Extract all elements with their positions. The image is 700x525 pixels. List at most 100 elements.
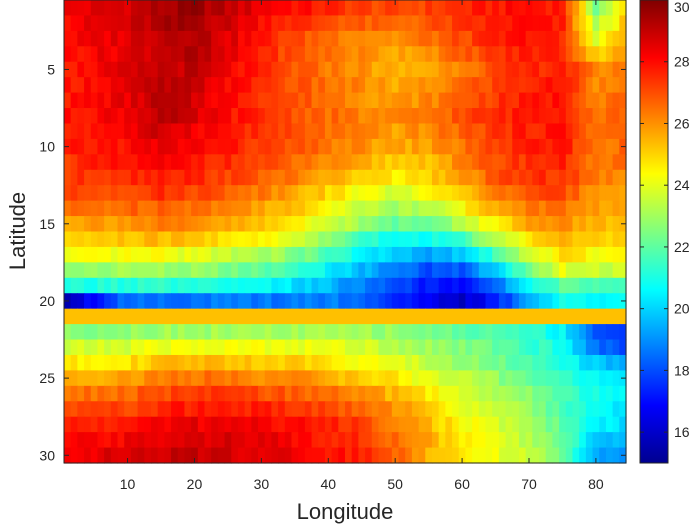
heatmap-cell — [77, 77, 85, 94]
heatmap-cell — [579, 108, 587, 125]
heatmap-cell — [431, 154, 440, 171]
heatmap-cell — [164, 401, 172, 418]
heatmap-cell — [378, 15, 386, 32]
heatmap-cell — [150, 108, 159, 125]
heatmap-cell — [579, 169, 587, 186]
heatmap-cell — [117, 123, 125, 140]
heatmap-cell — [599, 61, 607, 78]
heatmap-cell — [512, 370, 520, 387]
heatmap-cell — [505, 308, 513, 325]
heatmap-cell — [505, 154, 513, 171]
heatmap-cell — [117, 15, 125, 32]
heatmap-cell — [184, 339, 192, 356]
heatmap-cell — [278, 324, 286, 341]
heatmap-cell — [157, 370, 165, 387]
heatmap-cell — [445, 61, 453, 78]
heatmap-cell — [579, 401, 587, 418]
heatmap-cell — [532, 401, 540, 418]
heatmap-cell — [258, 416, 266, 433]
heatmap-cell — [371, 92, 380, 109]
heatmap-cell — [619, 0, 627, 17]
heatmap-cell — [97, 432, 105, 449]
heatmap-cell — [592, 246, 600, 263]
heatmap-cell — [525, 308, 533, 325]
heatmap-cell — [104, 185, 112, 202]
heatmap-cell — [458, 401, 467, 418]
heatmap-cell — [438, 92, 446, 109]
heatmap-cell — [271, 138, 279, 155]
heatmap-cell — [599, 447, 607, 464]
heatmap-cell — [385, 123, 393, 140]
heatmap-cell — [117, 216, 125, 233]
heatmap-cell — [365, 92, 373, 109]
heatmap-cell — [452, 370, 460, 387]
heatmap-cell — [284, 231, 293, 248]
heatmap-cell — [579, 246, 587, 263]
heatmap-cell — [592, 416, 600, 433]
heatmap-cell — [579, 339, 587, 356]
heatmap-cell — [385, 277, 393, 294]
heatmap-cell — [244, 185, 252, 202]
heatmap-cell — [465, 308, 473, 325]
colorbar-tick-label: 26 — [674, 115, 690, 131]
heatmap-cell — [117, 92, 125, 109]
heatmap-cell — [605, 308, 614, 325]
heatmap-cell — [378, 293, 386, 310]
heatmap-cell — [492, 246, 500, 263]
heatmap-cell — [244, 246, 252, 263]
heatmap-cell — [191, 154, 199, 171]
heatmap-cell — [278, 231, 286, 248]
heatmap-cell — [291, 354, 299, 371]
heatmap-cell — [237, 0, 246, 17]
heatmap-cell — [385, 231, 393, 248]
heatmap-cell — [385, 339, 393, 356]
heatmap-cell — [552, 15, 560, 32]
heatmap-cell — [525, 108, 533, 125]
heatmap-cell — [438, 246, 446, 263]
heatmap-cell — [90, 154, 99, 171]
heatmap-cell — [231, 185, 239, 202]
heatmap-cell — [224, 169, 232, 186]
heatmap-cell — [291, 432, 299, 449]
heatmap-cell — [258, 169, 266, 186]
heatmap-cell — [110, 308, 119, 325]
heatmap-cell — [104, 123, 112, 140]
heatmap-cell — [291, 339, 299, 356]
heatmap-cell — [378, 108, 386, 125]
heatmap-cell — [311, 61, 319, 78]
heatmap-cell — [405, 216, 413, 233]
heatmap-cell — [304, 401, 313, 418]
heatmap-cell — [298, 416, 306, 433]
heatmap-cell — [144, 385, 152, 402]
heatmap-cell — [291, 30, 299, 47]
heatmap-cell — [157, 185, 165, 202]
heatmap-cell — [331, 246, 339, 263]
heatmap-cell — [512, 308, 520, 325]
heatmap-cell — [331, 92, 339, 109]
heatmap-cell — [545, 231, 553, 248]
heatmap-cell — [217, 370, 226, 387]
heatmap-cell — [411, 416, 420, 433]
heatmap-cell — [110, 385, 119, 402]
heatmap-cell — [345, 432, 353, 449]
heatmap-cell — [585, 416, 594, 433]
heatmap-cell — [237, 447, 246, 464]
heatmap-cell — [84, 246, 92, 263]
heatmap-cell — [385, 370, 393, 387]
heatmap-cell — [518, 324, 527, 341]
heatmap-cell — [371, 77, 380, 94]
heatmap-cell — [318, 77, 326, 94]
heatmap-cell — [84, 293, 92, 310]
heatmap-cell — [331, 108, 339, 125]
heatmap-cell — [532, 370, 540, 387]
heatmap-cell — [197, 401, 206, 418]
heatmap-cell — [418, 262, 426, 279]
heatmap-cell — [545, 169, 553, 186]
heatmap-cell — [411, 185, 420, 202]
heatmap-cell — [157, 92, 165, 109]
heatmap-cell — [144, 77, 152, 94]
heatmap-cell — [512, 447, 520, 464]
heatmap-cell — [217, 123, 226, 140]
heatmap-cell — [559, 324, 567, 341]
heatmap-cell — [204, 46, 212, 63]
